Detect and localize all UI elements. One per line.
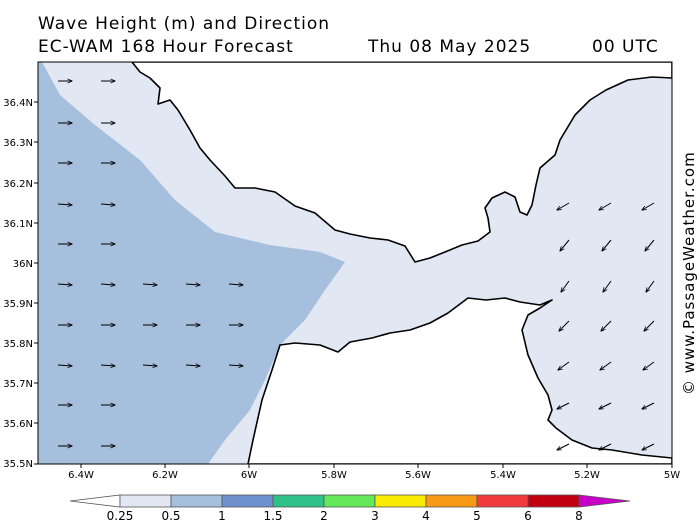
lat-label: 36.4N [3,98,33,109]
legend-swatch [476,494,529,508]
lon-label: 5W [664,470,680,481]
lat-label: 36N [13,259,33,270]
forecast-model: EC-WAM 168 Hour Forecast [38,37,294,57]
legend-swatch [170,494,223,508]
lon-label: 5.2W [574,470,600,481]
credit-watermark: © www.PassageWeather.com [680,151,698,395]
lat-label: 35.7N [3,379,33,390]
legend-swatch [425,494,478,508]
forecast-time: 00 UTC [592,37,659,57]
lon-label: 5.4W [490,470,516,481]
land-morocco [247,297,672,464]
lat-label: 35.8N [3,339,33,350]
legend-label: 5 [473,509,481,523]
legend-label: 4 [422,509,430,523]
legend-labels: 0.25 0.5 1 1.5 2 3 4 5 6 8 [107,509,583,523]
lon-label: 6W [241,470,257,481]
legend-label: 3 [371,509,379,523]
legend-swatch [374,494,427,508]
legend-swatch [578,494,631,508]
wave-direction-arrows-atlantic [57,81,243,446]
lat-label: 35.6N [3,419,33,430]
lon-label: 6.4W [68,470,94,481]
color-legend [69,494,631,508]
legend-swatch [272,494,325,508]
lon-label: 5.6W [405,470,431,481]
longitude-labels: 6.4W 6.2W 6W 5.8W 5.6W 5.4W 5.2W 5W [68,470,680,481]
lon-label: 5.8W [321,470,347,481]
legend-label: 8 [575,509,583,523]
lat-label: 35.9N [3,299,33,310]
lat-label: 35.5N [3,459,33,470]
axis-ticks [34,101,673,468]
legend-label: 1 [218,509,226,523]
legend-swatch [119,494,172,508]
legend-label: 2 [320,509,328,523]
legend-label: 0.25 [107,509,134,523]
chart-title: Wave Height (m) and Direction [38,14,331,34]
legend-swatch [323,494,376,508]
legend-label: 6 [524,509,532,523]
lat-label: 36.2N [3,179,33,190]
legend-label: 0.5 [161,509,180,523]
legend-swatch [69,494,121,508]
land-spain [131,62,672,263]
lon-label: 6.2W [152,470,178,481]
forecast-date: Thu 08 May 2025 [368,37,532,57]
wave-direction-arrows-mediterranean [557,202,655,450]
legend-swatch [221,494,274,508]
lat-label: 36.3N [3,138,33,149]
lat-label: 36.1N [3,219,33,230]
latitude-labels: 36.4N 36.3N 36.2N 36.1N 36N 35.9N 35.8N … [3,98,33,470]
legend-swatch [527,494,580,508]
legend-label: 1.5 [263,509,282,523]
